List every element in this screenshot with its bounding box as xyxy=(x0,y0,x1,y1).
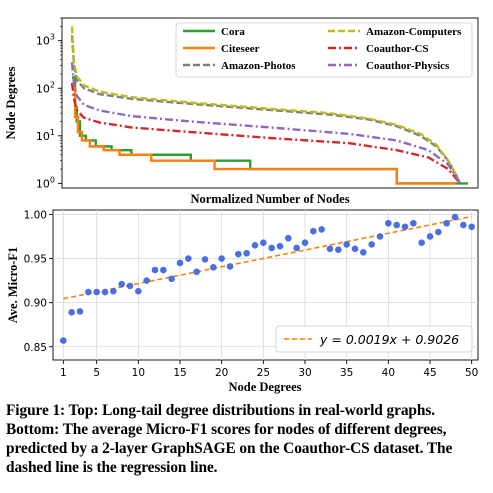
scatter-point-43 xyxy=(410,219,417,227)
scatter-point-17 xyxy=(193,268,200,276)
scatter-point-44 xyxy=(418,239,425,246)
top-series-line-citeseer xyxy=(72,87,457,185)
scatter-point-3 xyxy=(76,308,84,315)
bottom-x-tick-label-4: 20 xyxy=(215,367,228,379)
top-legend-box xyxy=(175,22,473,78)
scatter-point-46 xyxy=(435,228,442,236)
scatter-point-22 xyxy=(235,250,242,258)
scatter-point-7 xyxy=(110,287,117,295)
degree-distribution-chart: 100 101 102 103 Cora Citeseer Amazon-Photos Am… xyxy=(4,17,479,206)
scatter-point-25 xyxy=(260,239,267,246)
scatter-point-5 xyxy=(93,288,100,296)
scatter-point-18 xyxy=(201,256,209,263)
scatter-point-19 xyxy=(210,264,217,271)
top-series-line-coauthor-physics xyxy=(70,62,462,185)
scatter-point-8 xyxy=(118,280,125,288)
top-legend: Cora Citeseer Amazon-Photos Amazon-Computer… xyxy=(175,22,473,78)
regression-line xyxy=(63,215,472,300)
top-legend-label-4: Coauthor-CS xyxy=(366,43,429,55)
bottom-y-tick-label-0: 0.85 xyxy=(24,342,47,354)
figure-caption: Figure 1: Top: Long-tail degree distribu… xyxy=(6,402,453,476)
scatter-point-38 xyxy=(368,241,375,248)
bottom-x-tick-label-5: 25 xyxy=(257,367,270,379)
scatter-point-32 xyxy=(318,226,325,233)
bottom-y-tick-label-3: 1.00 xyxy=(24,209,47,221)
scatter-point-12 xyxy=(151,266,159,274)
scatter-point-48 xyxy=(451,213,459,221)
scatter-point-37 xyxy=(360,249,367,256)
scatter-point-41 xyxy=(393,221,400,229)
scatter-point-40 xyxy=(385,219,392,227)
top-legend-label-3: Amazon-Computers xyxy=(366,26,462,38)
bottom-x-tick-label-6: 30 xyxy=(298,367,311,379)
bottom-y-tick-label-1: 0.90 xyxy=(24,298,47,310)
scatter-point-31 xyxy=(310,227,317,235)
bottom-x-ticks: 1 5 10 15 20 25 30 35 40 45 50 xyxy=(60,360,478,379)
scatter-point-21 xyxy=(226,263,234,270)
bottom-y-tick-label-2: 0.95 xyxy=(24,254,47,266)
top-y-tick-label-3: 103 xyxy=(36,33,55,48)
scatter-point-6 xyxy=(101,288,109,296)
scatter-point-24 xyxy=(251,241,259,249)
scatter-point-29 xyxy=(293,244,300,252)
scatter-point-27 xyxy=(276,242,284,250)
scatter-point-34 xyxy=(335,246,342,254)
top-legend-label-2: Amazon-Photos xyxy=(221,60,296,72)
scatter-point-4 xyxy=(85,288,92,296)
scatter-point-42 xyxy=(401,223,409,231)
bottom-y-axis-label: Ave. Micro-F1 xyxy=(6,247,20,324)
scatter-point-15 xyxy=(176,259,184,267)
scatter-point-20 xyxy=(218,255,225,262)
bottom-y-ticks: 0.85 0.90 0.95 1.00 xyxy=(24,209,53,354)
top-y-tick-label-0: 100 xyxy=(36,175,55,190)
bottom-x-tick-label-1: 5 xyxy=(93,367,100,379)
bottom-x-tick-label-3: 15 xyxy=(173,367,186,379)
top-legend-label-1: Citeseer xyxy=(221,43,260,55)
bottom-legend-box xyxy=(275,325,473,353)
scatter-point-33 xyxy=(326,245,334,253)
top-series-line-amazon-computers xyxy=(70,26,462,184)
top-y-axis-label: Node Degrees xyxy=(4,66,18,139)
bottom-legend: y = 0.0019x + 0.9026 xyxy=(275,325,473,353)
scatter-point-49 xyxy=(460,221,467,229)
bottom-legend-label: y = 0.0019x + 0.9026 xyxy=(319,332,459,347)
scatter-point-36 xyxy=(351,245,359,253)
top-x-axis-label: Normalized Number of Nodes xyxy=(190,192,349,206)
scatter-point-39 xyxy=(376,233,384,240)
top-series-lines xyxy=(70,26,468,185)
scatter-point-2 xyxy=(68,309,75,316)
micro-f1-chart: 0.850.900.951.00 1 5 10 15 20 25 30 35 40 45 50 y … xyxy=(6,209,479,394)
scatter-point-28 xyxy=(285,234,292,242)
scatter-point-1 xyxy=(60,337,67,344)
scatter-point-10 xyxy=(135,287,142,295)
regression-line-group xyxy=(63,215,472,300)
top-legend-label-0: Cora xyxy=(221,26,245,38)
scatter-point-9 xyxy=(126,282,134,290)
scatter-point-16 xyxy=(185,255,192,262)
bottom-x-tick-label-0: 1 xyxy=(60,367,67,379)
top-y-tick-label-2: 102 xyxy=(36,80,55,95)
top-legend-label-5: Coauthor-Physics xyxy=(366,60,450,72)
bottom-scatter-points xyxy=(60,213,475,344)
bottom-x-tick-label-9: 45 xyxy=(423,367,436,379)
bottom-x-tick-label-10: 50 xyxy=(465,367,478,379)
scatter-point-13 xyxy=(160,266,167,274)
scatter-point-50 xyxy=(468,223,475,231)
scatter-point-45 xyxy=(426,233,434,240)
top-y-ticks: 100 101 102 103 xyxy=(36,17,62,190)
scatter-point-23 xyxy=(243,249,250,257)
bottom-x-axis-label: Node Degrees xyxy=(228,380,301,394)
scatter-point-35 xyxy=(343,241,350,248)
top-y-tick-label-1: 101 xyxy=(36,128,55,143)
bottom-x-tick-label-7: 35 xyxy=(340,367,353,379)
bottom-x-tick-label-2: 10 xyxy=(132,367,145,379)
top-series-line-coauthor-cs xyxy=(70,82,462,185)
scatter-point-47 xyxy=(443,219,450,227)
scatter-point-11 xyxy=(143,277,150,284)
scatter-point-26 xyxy=(268,244,275,252)
scatter-point-30 xyxy=(301,239,309,246)
bottom-x-tick-label-8: 40 xyxy=(382,367,395,379)
scatter-point-14 xyxy=(168,275,175,283)
